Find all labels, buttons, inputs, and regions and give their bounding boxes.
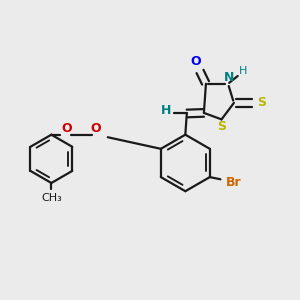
Text: Br: Br — [226, 176, 241, 190]
Text: CH₃: CH₃ — [41, 193, 62, 203]
Text: S: S — [257, 96, 266, 110]
Text: O: O — [61, 122, 72, 135]
Text: O: O — [190, 55, 201, 68]
Text: H: H — [160, 104, 171, 117]
Text: N: N — [224, 71, 235, 84]
Text: S: S — [217, 120, 226, 133]
Text: H: H — [238, 66, 247, 76]
Text: O: O — [91, 122, 101, 135]
